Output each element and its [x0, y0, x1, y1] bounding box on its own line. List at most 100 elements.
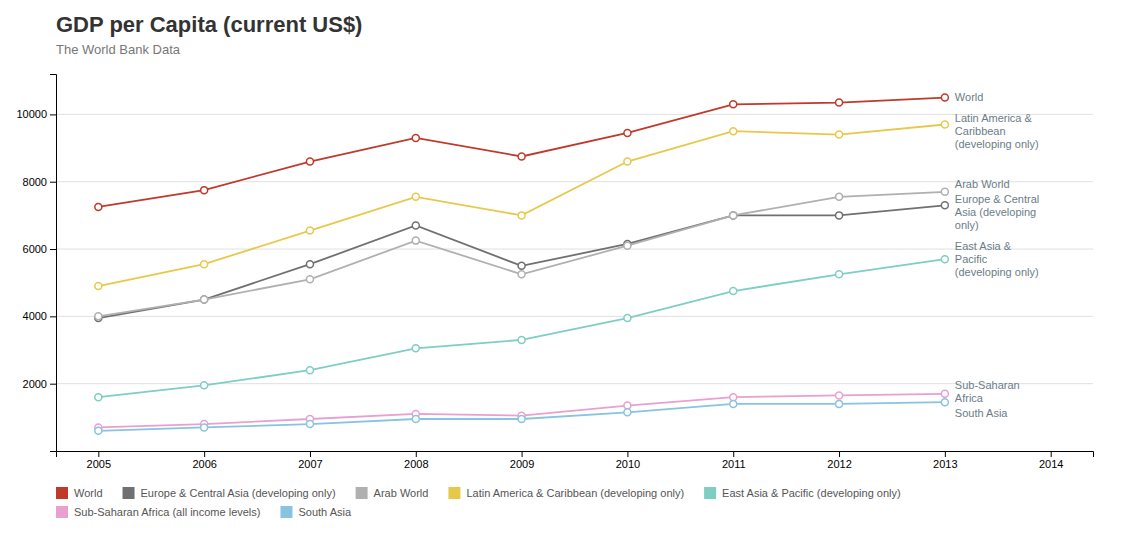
legend-swatch — [448, 487, 460, 499]
x-tick: 2011 — [722, 451, 746, 470]
x-axis: 2005200620072008200920102011201220132014 — [57, 451, 1094, 470]
y-tick: 10000 — [16, 108, 56, 120]
y-tick-label: 6000 — [23, 243, 47, 255]
annotation: Sub-SaharanAfrica — [955, 379, 1020, 404]
point — [412, 134, 419, 141]
series-line — [98, 192, 945, 317]
x-tick: 2008 — [404, 451, 428, 470]
y-axis: 200040006000800010000 — [16, 75, 56, 452]
y-tick-mark — [50, 249, 56, 250]
legend-item: Latin America & Caribbean (developing on… — [448, 487, 684, 499]
point — [836, 400, 843, 407]
point — [518, 271, 525, 278]
x-tick-label: 2006 — [192, 458, 216, 470]
annotation-line: World — [955, 91, 984, 103]
legend-label: Arab World — [374, 487, 429, 499]
grid-line — [56, 114, 1093, 115]
legend-label: East Asia & Pacific (developing only) — [722, 487, 901, 499]
chart: GDP per Capita (current US$)The World Ba… — [0, 0, 1133, 543]
series — [95, 94, 949, 210]
x-tick-label: 2014 — [1039, 458, 1063, 470]
grid-line — [56, 181, 1093, 182]
point — [730, 394, 737, 401]
legend-label: Sub-Saharan Africa (all income levels) — [74, 506, 260, 518]
point — [624, 409, 631, 416]
grid-line — [56, 249, 1093, 250]
legend-label: South Asia — [298, 506, 351, 518]
point — [201, 261, 208, 268]
point — [941, 390, 948, 397]
annotations: WorldLatin America &Caribbean(developing… — [955, 91, 1039, 419]
point — [306, 261, 313, 268]
x-tick-mark — [733, 451, 734, 457]
legend-item: Sub-Saharan Africa (all income levels) — [56, 506, 260, 518]
point — [95, 313, 102, 320]
point — [836, 99, 843, 106]
point — [306, 421, 313, 428]
x-tick: 2007 — [298, 451, 322, 470]
annotation-line: (developing only) — [955, 138, 1039, 150]
point — [306, 367, 313, 374]
annotation: South Asia — [955, 407, 1008, 419]
annotation-line: Pacific — [955, 253, 988, 265]
point — [730, 212, 737, 219]
y-tick-mark — [50, 316, 56, 317]
x-tick: 2012 — [827, 451, 851, 470]
y-tick-mark — [50, 384, 56, 385]
point — [624, 242, 631, 249]
x-tick-mark — [522, 451, 523, 457]
x-tick-mark — [945, 451, 946, 457]
series-group — [95, 94, 949, 434]
plot-area: 2005200620072008200920102011201220132014… — [16, 75, 1093, 470]
x-tick: 2014 — [1039, 451, 1063, 470]
legend: World Europe & Central Asia (developing o… — [56, 487, 901, 518]
annotation-line: Latin America & — [955, 112, 1033, 124]
annotation-line: Africa — [955, 392, 984, 404]
legend-item: East Asia & Pacific (developing only) — [704, 487, 901, 499]
annotation-line: Europe & Central — [955, 193, 1039, 205]
legend-item: World — [56, 487, 103, 499]
point — [941, 121, 948, 128]
x-axis-line — [57, 452, 1094, 458]
annotation: Latin America &Caribbean(developing only… — [955, 112, 1039, 150]
point — [836, 131, 843, 138]
point — [412, 193, 419, 200]
point — [518, 212, 525, 219]
legend-label: Europe & Central Asia (developing only) — [141, 487, 336, 499]
point — [201, 296, 208, 303]
point — [306, 276, 313, 283]
point — [412, 416, 419, 423]
x-tick-label: 2009 — [510, 458, 534, 470]
legend-swatch — [704, 487, 716, 499]
subtitle: The World Bank Data — [56, 42, 181, 57]
series-line — [98, 394, 945, 428]
x-tick: 2013 — [933, 451, 957, 470]
y-axis-line — [50, 75, 57, 452]
point — [836, 193, 843, 200]
legend-swatch — [123, 487, 135, 499]
y-tick-label: 10000 — [16, 108, 47, 120]
point — [306, 227, 313, 234]
annotation-line: East Asia & — [955, 240, 1012, 252]
series-line — [98, 124, 945, 286]
point — [306, 158, 313, 165]
point — [201, 382, 208, 389]
grid — [56, 114, 1093, 383]
point — [518, 336, 525, 343]
annotation-line: (developing only) — [955, 266, 1039, 278]
point — [730, 101, 737, 108]
x-tick-label: 2010 — [616, 458, 640, 470]
annotation-line: Asia (developing — [955, 206, 1036, 218]
point — [201, 296, 208, 303]
annotation-line: Caribbean — [955, 125, 1006, 137]
annotation: World — [955, 91, 984, 103]
series-line — [98, 98, 945, 207]
point — [412, 222, 419, 229]
legend-item: South Asia — [280, 506, 351, 518]
x-tick-mark — [204, 451, 205, 457]
series — [95, 390, 949, 431]
point — [941, 256, 948, 263]
point — [201, 424, 208, 431]
x-tick-label: 2011 — [722, 458, 746, 470]
point — [730, 212, 737, 219]
